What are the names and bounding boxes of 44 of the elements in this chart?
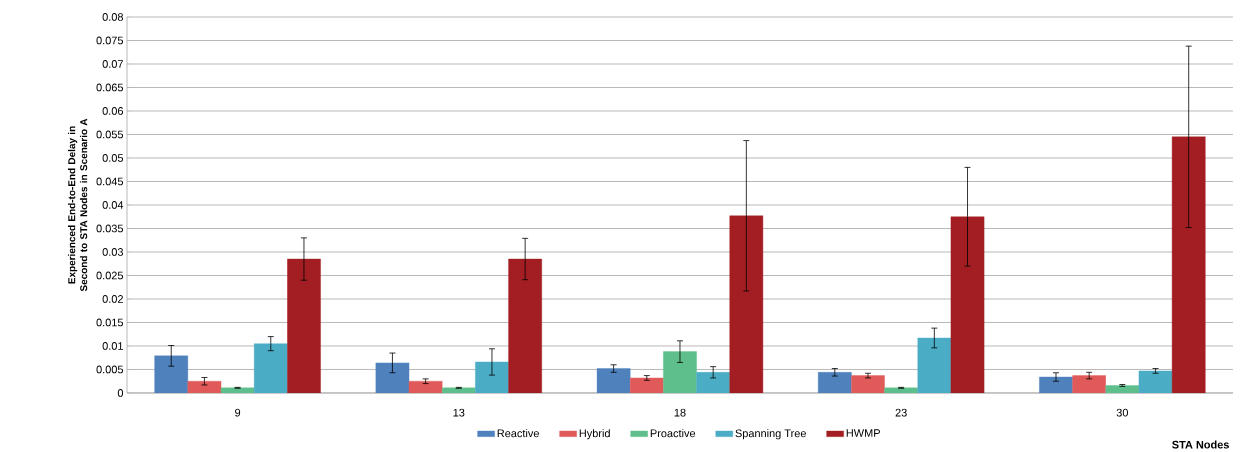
y-tick-label: 0.045 (96, 177, 124, 186)
y-tick-label: 0.025 (96, 271, 124, 280)
bar (818, 372, 852, 393)
bar (596, 368, 631, 393)
y-tick-label: 0.06 (102, 107, 124, 115)
y-tick-label: 0.055 (96, 130, 124, 139)
x-tick-label: 30 (1116, 408, 1128, 417)
y-tick-label: 0.03 (102, 248, 124, 256)
bar (408, 381, 443, 393)
y-tick-label: 0.02 (102, 295, 123, 303)
y-tick-label: 0.005 (96, 365, 124, 374)
x-axis-title: STA Nodes (1172, 440, 1229, 449)
legend-label: Reactive (497, 429, 539, 438)
bar (630, 377, 664, 393)
legend-label: Hybrid (579, 429, 610, 440)
bar (1072, 375, 1106, 393)
bar (154, 355, 189, 393)
legend-label: Proactive (650, 429, 696, 438)
y-axis-title: Experienced End-to-End Delay in Second to STA Nodes in Scenario A (67, 118, 88, 292)
y-tick-label: 0.07 (102, 60, 123, 68)
y-tick-label: 0.04 (102, 201, 124, 209)
y-tick-label: 0.08 (102, 13, 124, 21)
y-tick-label: 0.065 (96, 83, 124, 92)
bar (851, 375, 885, 393)
bar (508, 258, 542, 393)
bar (375, 362, 410, 393)
bar (1039, 376, 1073, 393)
legend-label: HWMP (846, 429, 880, 437)
x-tick-label: 18 (674, 408, 686, 417)
bar (1171, 136, 1206, 393)
y-tick-label: 0.05 (102, 154, 124, 162)
bar (729, 215, 764, 393)
bar (287, 258, 321, 393)
legend-label: Spanning Tree (735, 429, 806, 440)
x-tick-label: 9 (235, 408, 241, 417)
x-tick-label: 23 (895, 408, 907, 417)
y-tick-label: 0.075 (96, 36, 124, 45)
y-tick-label: 0.01 (102, 342, 123, 350)
y-tick-label: 0.015 (96, 318, 124, 327)
x-tick-label: 13 (453, 408, 465, 417)
bar (187, 381, 222, 393)
y-tick-label: 0.035 (96, 224, 124, 233)
bar (950, 216, 985, 393)
y-tick-label: 0 (117, 389, 124, 397)
